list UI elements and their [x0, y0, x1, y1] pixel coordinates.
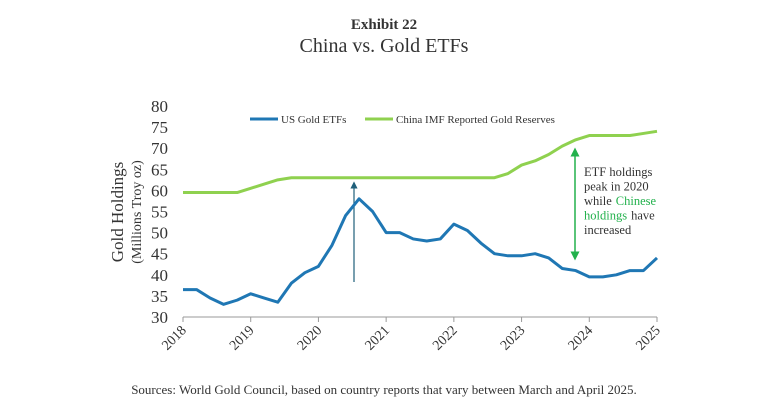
- y-axis-label: Gold Holdings: [108, 162, 127, 263]
- y-tick-label: 50: [151, 224, 168, 243]
- x-tick-label: 2024: [566, 323, 596, 353]
- annotation-text: increased: [584, 223, 632, 237]
- chart-title: China vs. Gold ETFs: [300, 35, 469, 57]
- source-note: Sources: World Gold Council, based on co…: [131, 382, 637, 397]
- annotation: increased: [584, 223, 632, 237]
- series-line: [183, 197, 659, 306]
- annotation-text: ETF holdings: [584, 165, 653, 179]
- annotation: while Chinese: [584, 194, 657, 208]
- annotation-text: Chinese: [616, 194, 657, 208]
- x-tick-label: 2022: [430, 323, 460, 353]
- y-tick-label: 80: [151, 97, 168, 116]
- x-tick-label: 2021: [363, 323, 393, 353]
- y-tick-label: 75: [151, 118, 168, 137]
- x-tick-label: 2018: [159, 323, 189, 353]
- y-tick-label: 35: [151, 287, 168, 306]
- y-tick-label: 30: [151, 308, 168, 327]
- x-tick-label: 2025: [633, 323, 663, 353]
- annotation: ETF holdings: [584, 165, 653, 179]
- y-tick-label: 55: [151, 203, 168, 222]
- y-tick-label: 60: [151, 181, 168, 200]
- annotation-text: while: [584, 194, 612, 208]
- x-tick-label: 2019: [227, 323, 257, 353]
- y-axis-label: (Millions Troy oz): [130, 160, 145, 264]
- series-line: [183, 129, 658, 195]
- y-tick-label: 45: [151, 245, 168, 264]
- y-tick-label: 65: [151, 160, 168, 179]
- y-tick-label: 40: [151, 266, 168, 285]
- annotation-text: holdings: [584, 209, 627, 223]
- annotation: peak in 2020: [584, 180, 649, 194]
- legend-label: China IMF Reported Gold Reserves: [396, 114, 555, 126]
- annotation-text: peak in 2020: [584, 180, 649, 194]
- annotation-text: have: [631, 209, 655, 223]
- y-tick-label: 70: [151, 139, 168, 158]
- x-tick-label: 2023: [498, 323, 528, 353]
- supertitle: Exhibit 22: [351, 17, 417, 33]
- legend-label: US Gold ETFs: [281, 114, 346, 126]
- x-tick-label: 2020: [295, 323, 325, 353]
- annotation: holdings have: [584, 209, 655, 223]
